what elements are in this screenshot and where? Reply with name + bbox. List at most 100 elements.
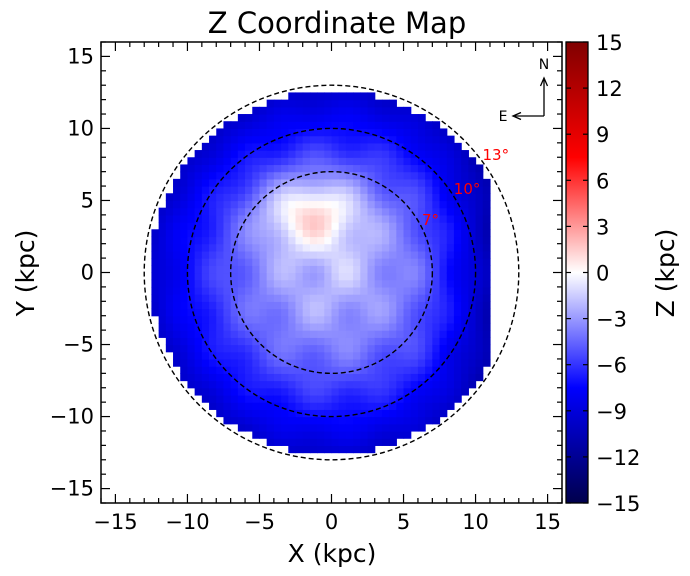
heatmap-cell [374,222,383,230]
heatmap-cell [302,99,311,108]
heatmap-cell [468,358,477,367]
heatmap-cell [194,373,203,382]
heatmap-cell [331,106,340,115]
heatmap-cell [453,358,462,367]
heatmap-cell [209,315,217,324]
heatmap-cell [475,286,484,295]
heatmap-cell [417,272,426,281]
heatmap-cell [381,186,390,194]
heatmap-cell [482,272,491,281]
heatmap-cell [288,186,297,194]
heatmap-cell [209,229,217,238]
heatmap-cell [295,394,304,403]
heatmap-cell [360,445,369,454]
heatmap-cell [461,207,469,216]
heatmap-cell [266,438,275,446]
heatmap-cell [410,142,419,151]
heatmap-cell [194,265,203,274]
heatmap-cell [461,315,469,324]
heatmap-cell [216,214,225,223]
heatmap-cell [403,142,412,151]
heatmap-cell [273,308,282,317]
colorbar-tick-label: −15 [596,492,640,516]
heatmap-cell [381,301,390,310]
heatmap-cell [266,358,275,367]
heatmap-cell [367,351,376,360]
heatmap-cell [403,394,412,403]
heatmap-cell [453,373,462,382]
heatmap-cell [396,142,405,151]
heatmap-cell [353,380,361,389]
heatmap-cell [403,373,412,382]
heatmap-cell [446,373,455,382]
heatmap-cell [345,416,354,425]
heatmap-cell [317,416,325,425]
heatmap-cell [417,416,426,425]
heatmap-cell [410,200,419,209]
heatmap-cell [324,135,333,144]
heatmap-cell [367,164,376,173]
heatmap-cell [446,330,455,338]
heatmap-cell [158,272,167,281]
heatmap-cell [295,258,304,266]
heatmap-cell [360,186,369,194]
heatmap-cell [360,430,369,439]
heatmap-cell [446,142,455,151]
heatmap-cell [367,135,376,144]
heatmap-cell [324,358,333,367]
heatmap-cell [302,387,311,396]
heatmap-cell [266,301,275,310]
heatmap-cell [360,214,369,223]
heatmap-cell [482,236,491,245]
heatmap-cell [381,423,390,432]
heatmap-cell [453,308,462,317]
heatmap-cell [403,322,412,331]
heatmap-cell [324,121,333,130]
heatmap-cell [381,409,390,418]
heatmap-cell [410,387,419,396]
heatmap-cell [360,178,369,187]
heatmap-cell [360,366,369,374]
heatmap-cell [273,387,282,396]
heatmap-cell [453,330,462,338]
heatmap-cell [237,229,246,238]
heatmap-cell [396,358,405,367]
heatmap-cell [475,358,484,367]
heatmap-cell [281,243,289,252]
heatmap-cell [309,294,318,302]
heatmap-cell [158,330,167,338]
x-tick-label: 5 [397,510,410,534]
heatmap-cell [374,351,383,360]
heatmap-cell [165,214,174,223]
heatmap-cell [338,430,347,439]
heatmap-cell [475,207,484,216]
heatmap-cell [367,294,376,302]
heatmap-cell [252,322,261,331]
heatmap-cell [360,99,369,108]
heatmap-cell [252,250,261,259]
heatmap-cell [482,337,491,346]
heatmap-cell [309,150,318,158]
heatmap-cell [317,445,325,454]
heatmap-cell [187,164,196,173]
heatmap-cell [266,171,275,180]
colorbar-tick-label: 6 [596,169,609,193]
heatmap-cell [259,265,268,274]
heatmap-cell [432,337,441,346]
heatmap-cell [245,416,253,425]
heatmap-cell [353,207,361,216]
heatmap-cell [317,438,325,446]
heatmap-cell [252,351,261,360]
heatmap-cell [266,315,275,324]
heatmap-cell [216,330,225,338]
heatmap-cell [237,294,246,302]
heatmap-cell [324,229,333,238]
heatmap-cell [389,279,397,288]
heatmap-cell [396,164,405,173]
heatmap-cell [331,200,340,209]
heatmap-cell [389,265,397,274]
heatmap-cell [425,265,433,274]
heatmap-cell [324,315,333,324]
y-tick-label: 15 [67,44,94,68]
heatmap-cell [439,387,448,396]
